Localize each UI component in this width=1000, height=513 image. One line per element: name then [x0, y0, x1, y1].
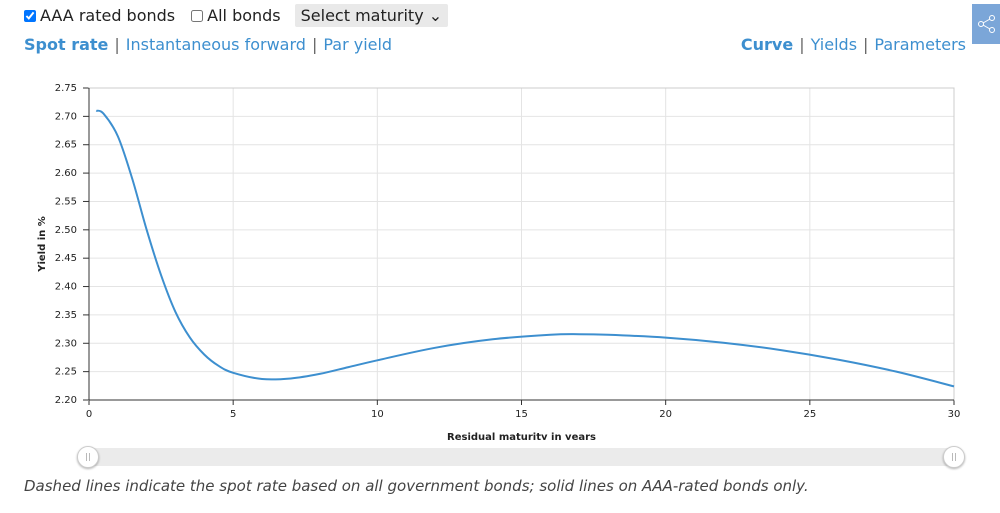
tab[interactable]: Curve — [740, 35, 794, 54]
y-tick-label: 2.20 — [55, 395, 77, 406]
x-tick-label: 25 — [803, 409, 816, 420]
share-button[interactable] — [972, 4, 1000, 44]
all-checkbox[interactable] — [191, 9, 204, 22]
x-axis-title: Residual maturity in years — [447, 432, 596, 440]
y-tick-label: 2.30 — [55, 338, 77, 349]
y-axis-title: Yield in % — [37, 216, 48, 273]
aaa-label: AAA rated bonds — [40, 6, 176, 25]
y-tick-label: 2.25 — [55, 367, 77, 378]
curve-line — [95, 109, 955, 388]
y-tick-label: 2.70 — [55, 111, 77, 122]
view-tabs: Spot rate | Instantaneous forward | Par yiel… — [24, 35, 398, 54]
y-tick-label: 2.40 — [55, 282, 77, 293]
y-tick-label: 2.65 — [55, 140, 77, 151]
x-tick-label: 10 — [371, 409, 384, 420]
footnote: Dashed lines indicate the spot rate base… — [24, 477, 809, 495]
slider-handle[interactable]: || — [77, 446, 99, 468]
tab[interactable]: Par yield — [323, 35, 393, 54]
slider-handle[interactable]: || — [943, 446, 965, 468]
tab-separator: | — [114, 35, 120, 54]
tab-separator: | — [799, 35, 805, 54]
x-tick-label: 5 — [230, 409, 236, 420]
y-tick-label: 2.55 — [55, 196, 77, 207]
x-tick-label: 30 — [948, 409, 961, 420]
tab[interactable]: Yields — [810, 35, 858, 54]
tab[interactable]: Spot rate — [24, 35, 109, 54]
aaa-option[interactable]: AAA rated bonds — [22, 6, 175, 25]
all-option[interactable]: All bonds — [189, 6, 281, 25]
tab-separator: | — [863, 35, 869, 54]
x-tick-label: 0 — [86, 409, 92, 420]
aaa-checkbox[interactable] — [24, 9, 36, 22]
all-label: All bonds — [207, 6, 281, 25]
select-text: Select maturity — [300, 6, 424, 25]
tab[interactable]: Instantaneous forward — [125, 35, 306, 54]
x-tick-label: 15 — [515, 409, 528, 420]
y-tick-label: 2.60 — [55, 168, 77, 179]
maturity-select[interactable]: Select maturity ⌄ — [294, 4, 449, 27]
y-tick-label: 2.75 — [55, 83, 77, 94]
range-slider[interactable]: || || — [77, 446, 965, 468]
y-tick-label: 2.45 — [55, 253, 77, 264]
x-tick-label: 20 — [659, 409, 672, 420]
share-icon — [978, 15, 995, 33]
tab-separator: | — [311, 35, 318, 54]
y-tick-label: 2.35 — [55, 310, 77, 321]
mode-tabs: Curve | Yields | Parameters — [741, 35, 972, 54]
y-tick-label: 2.50 — [55, 225, 77, 236]
controls: AAA rated bonds All bonds Select maturit… — [22, 4, 449, 27]
tab[interactable]: Parameters — [874, 35, 966, 54]
chart: 2.20 2.25 2.30 2.35 2.40 2.45 2.50 2.55 2.60 2.65… — [37, 83, 961, 440]
